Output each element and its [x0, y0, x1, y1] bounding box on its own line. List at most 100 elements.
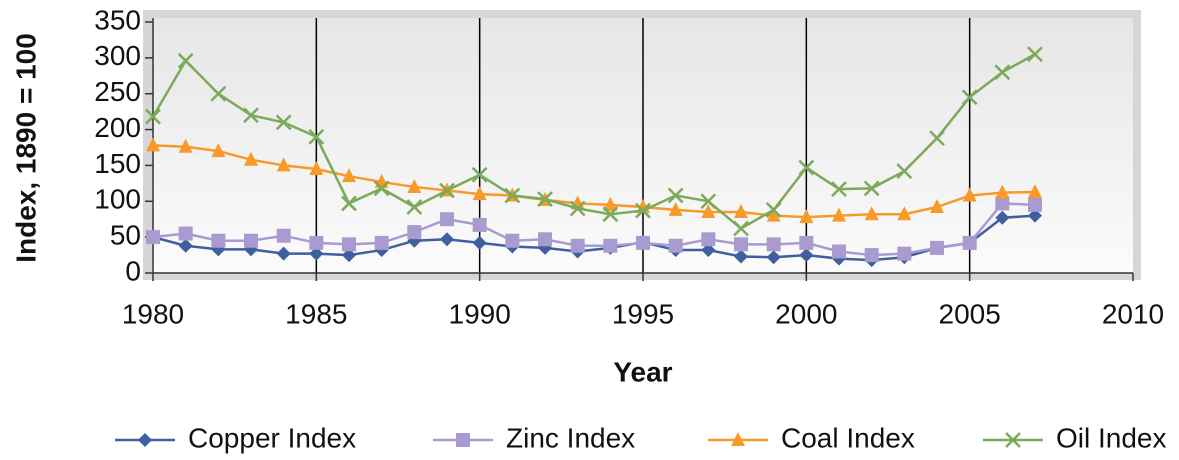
marker: [700, 193, 717, 210]
marker: [504, 187, 521, 204]
marker: [799, 248, 814, 263]
marker: [374, 235, 389, 250]
marker: [471, 166, 488, 183]
marker: [995, 184, 1010, 199]
marker: [276, 228, 291, 243]
marker: [930, 240, 944, 255]
marker: [962, 187, 977, 202]
y-tick-label: 100: [94, 184, 141, 215]
marker: [308, 128, 325, 145]
marker: [243, 107, 259, 124]
marker: [701, 243, 716, 258]
marker: [472, 186, 487, 201]
marker: [864, 206, 879, 221]
marker: [439, 182, 455, 199]
marker: [602, 206, 619, 223]
marker: [734, 237, 748, 252]
marker: [734, 249, 748, 264]
legend-marker: [1005, 432, 1021, 448]
marker: [373, 180, 390, 197]
marker: [897, 246, 912, 261]
marker: [832, 244, 846, 259]
marker: [276, 157, 291, 172]
marker: [734, 204, 748, 219]
x-tick-label: 2005: [939, 298, 1001, 329]
marker: [177, 52, 194, 69]
marker: [178, 238, 193, 253]
marker: [930, 199, 944, 214]
x-tick-label: 2000: [775, 298, 837, 329]
x-tick-label: 2010: [1102, 298, 1164, 329]
marker: [1027, 46, 1043, 63]
marker: [145, 108, 161, 125]
marker: [407, 225, 422, 240]
series-line: [152, 144, 1036, 219]
marker: [406, 199, 423, 215]
marker: [799, 235, 814, 250]
marker: [995, 210, 1010, 225]
marker: [569, 200, 586, 217]
marker: [244, 233, 258, 248]
y-tick-label: 200: [94, 112, 141, 143]
marker: [570, 238, 585, 253]
marker: [178, 226, 193, 241]
legend-label: Copper Index: [188, 422, 356, 453]
marker: [733, 220, 749, 237]
marker: [929, 130, 945, 147]
marker: [635, 202, 651, 219]
y-tick-label: 250: [94, 76, 141, 107]
y-tick-label: 350: [94, 4, 141, 35]
marker: [537, 191, 553, 208]
legend-marker: [456, 433, 470, 447]
marker: [440, 232, 454, 247]
marker: [244, 151, 258, 166]
marker: [472, 235, 487, 250]
legend-label: Oil Index: [1056, 422, 1167, 453]
marker: [995, 196, 1010, 211]
marker: [897, 206, 912, 221]
marker: [342, 248, 356, 263]
marker: [701, 204, 716, 219]
marker: [146, 137, 160, 152]
marker: [668, 201, 683, 216]
marker: [766, 207, 781, 222]
marker: [440, 212, 454, 227]
marker: [765, 202, 782, 218]
y-tick-label: 150: [94, 148, 141, 179]
marker: [994, 64, 1011, 81]
marker: [1028, 208, 1042, 223]
marker: [766, 237, 781, 252]
marker: [210, 85, 227, 102]
marker: [1028, 183, 1042, 198]
marker: [342, 237, 356, 252]
marker: [961, 89, 978, 106]
marker: [668, 238, 683, 253]
marker: [472, 217, 487, 232]
x-tick-label: 1980: [122, 298, 184, 329]
marker: [146, 230, 160, 245]
marker: [538, 232, 552, 247]
x-tick-label: 1985: [285, 298, 347, 329]
marker: [864, 248, 879, 263]
marker: [896, 163, 913, 180]
marker: [766, 250, 781, 265]
marker: [636, 235, 650, 250]
marker: [505, 233, 520, 248]
marker: [178, 138, 193, 153]
marker: [667, 187, 684, 204]
marker: [276, 246, 291, 261]
legend-label: Coal Index: [781, 422, 915, 453]
series-line: [152, 202, 1036, 257]
legend-marker: [138, 433, 152, 447]
marker: [309, 161, 324, 176]
marker: [799, 209, 814, 224]
legend-marker: [731, 432, 745, 446]
x-tick-label: 1995: [612, 298, 674, 329]
x-axis-label: Year: [613, 356, 672, 387]
y-tick-label: 300: [94, 40, 141, 71]
marker: [863, 180, 880, 197]
marker: [309, 246, 324, 261]
legend-label: Zinc Index: [506, 422, 635, 453]
y-tick-label: 50: [110, 220, 141, 251]
